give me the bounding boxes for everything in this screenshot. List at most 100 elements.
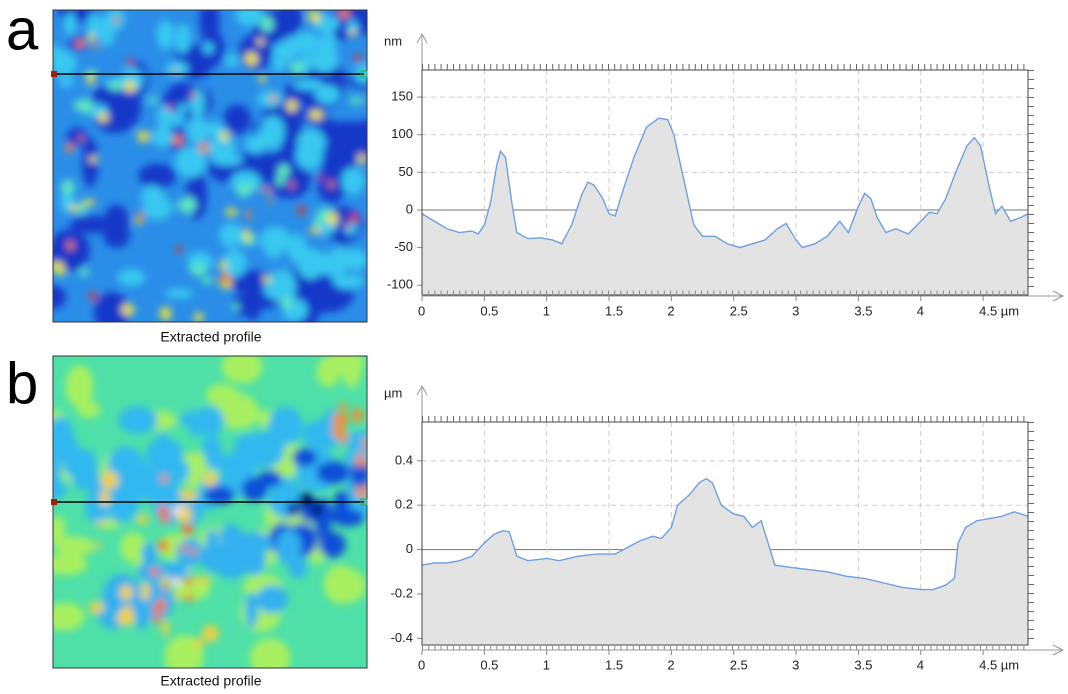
image-blob [65,143,74,153]
image-blob [338,10,351,19]
y-axis-label: µm [384,385,402,400]
image-blob [175,23,191,54]
x-tick-label: 1.5 [605,657,623,672]
image-blob [334,490,350,517]
image-blob [249,638,291,668]
image-blob [69,204,79,212]
image-blob [317,515,331,545]
image-blob [312,503,323,517]
image-blob [175,146,207,178]
image-blob [180,545,189,553]
image-blob [53,453,62,483]
image-blob [198,142,210,153]
image-blob [82,138,99,188]
image-blob [354,53,362,62]
panel-label: a [6,0,39,62]
image-blob [176,538,205,567]
image-blob [61,434,80,476]
image-blob [309,227,322,234]
image-blob [193,312,204,322]
image-blob [357,153,366,164]
image-blob [218,261,228,270]
image-blob [318,174,323,181]
image-blob [120,532,146,563]
image-blob [149,568,161,576]
image-blob [309,48,339,74]
image-blob [289,556,307,579]
image-blob [170,577,181,588]
image-blob [341,356,362,389]
x-tick-label: 3 [792,657,799,672]
image-blob [316,356,341,388]
x-tick-label: 1 [543,303,550,318]
image-blob [298,491,314,507]
image-blob [244,540,267,576]
image-blob [314,84,340,105]
x-tick-label: 1.5 [605,303,623,318]
image-blob [195,576,212,583]
image-blob [143,195,173,220]
profile-line [421,117,1029,249]
image-blob [173,68,178,74]
profile-line [421,477,1029,591]
image-blob [155,599,167,613]
y-tick-label: 0.4 [395,452,413,467]
image-blob [355,485,367,498]
image-blob [290,32,321,54]
image-blob [158,504,168,518]
image-blob [97,519,104,529]
image-blob [160,474,168,484]
afm-image [53,10,367,322]
image-blob [204,485,235,505]
image-blob [181,523,194,536]
image-blob [290,504,301,513]
image-blob [243,228,251,242]
image-blob [164,635,204,668]
image-blob [117,269,146,287]
image-blob [64,11,77,36]
image-blob [116,609,135,626]
image-blob [165,288,194,299]
image-blob [203,473,217,487]
image-blob [231,294,255,316]
image-blob [149,95,157,106]
image-blob [205,454,238,471]
y-axis-label: nm [384,33,402,48]
plot-frame [421,69,1029,296]
y-tick-label: -0.2 [391,585,413,600]
axis-arrow [1052,644,1065,656]
image-blob [53,50,77,78]
profile-line [51,498,368,506]
image-blob [122,456,151,492]
area-fill [422,478,1028,645]
image-blob [286,99,298,112]
image-blob [260,188,273,193]
image-blob [263,275,271,284]
image-blob [179,489,198,501]
image-blob [91,17,112,36]
image-blob [289,180,294,190]
image-blob [190,263,207,276]
axis-arrow [416,32,428,44]
image-blob [201,434,222,462]
afm-image [53,356,367,668]
image-blob [100,489,110,507]
image-blob [269,95,277,102]
axis-arrow [416,384,428,396]
plot-frame [421,421,1029,646]
image-blob [181,196,197,213]
image-blob [140,582,150,601]
image-blob [54,536,95,557]
image-frame [52,355,368,669]
image-caption: Extracted profile [160,673,261,689]
image-blob [241,476,268,502]
image-blob [53,515,66,546]
image-blob [59,77,74,88]
image-blob [344,119,367,164]
image-blob [161,583,169,591]
image-frame [52,9,368,323]
image-blob [186,568,192,573]
image-blob [262,232,286,246]
y-tick-label: 0.2 [395,497,413,512]
